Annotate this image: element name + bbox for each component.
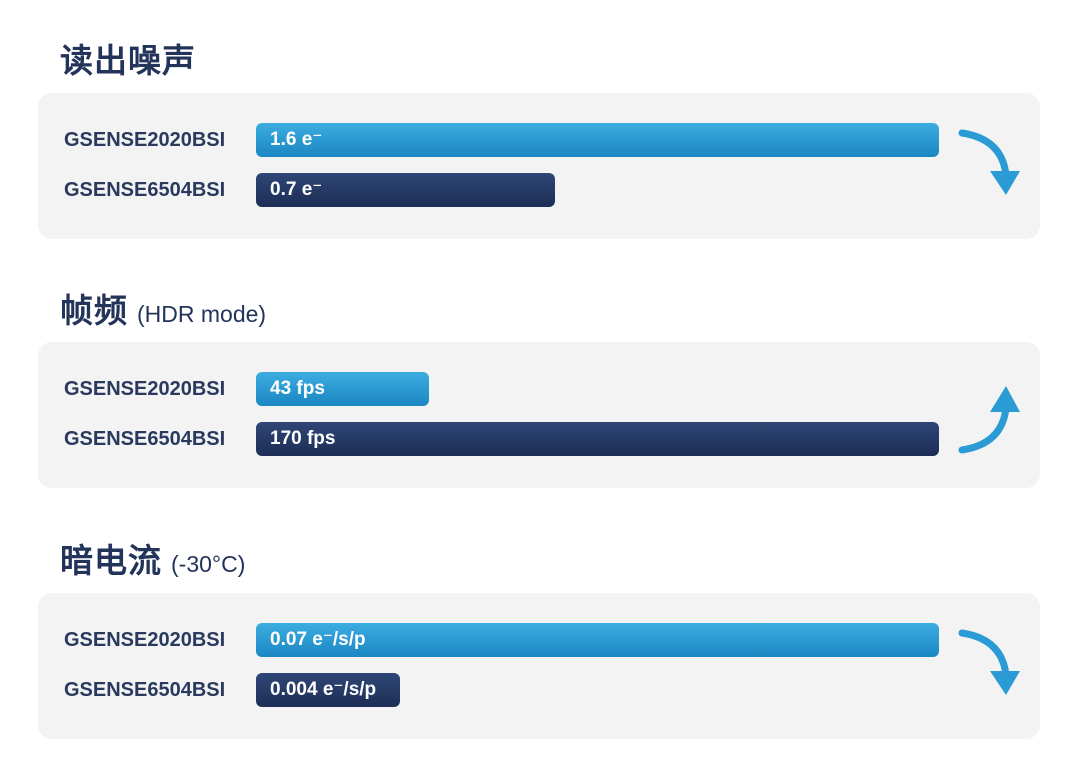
bar-value-label: 0.7 e⁻ (270, 179, 323, 200)
chart-title: 读出噪声 (60, 34, 196, 82)
bar: 1.6 e⁻ (256, 123, 939, 157)
chart-card: GSENSE2020BSI 1.6 e⁻ GSENSE6504BSI 0.7 e⁻ (38, 93, 1040, 239)
category-label: GSENSE2020BSI (64, 129, 226, 151)
chart-card: GSENSE2020BSI 0.07 e⁻/s/p GSENSE6504BSI 0.0… (38, 593, 1040, 739)
bar-value-label: 0.07 e⁻/s/p (270, 629, 366, 650)
chart-subtitle: (HDR mode) (137, 301, 267, 327)
curved-down-arrow-icon (956, 125, 1022, 207)
category-label: GSENSE2020BSI (64, 629, 226, 651)
curved-up-arrow-icon (956, 374, 1022, 456)
bar: 170 fps (256, 422, 939, 456)
bar: 0.07 e⁻/s/p (256, 623, 939, 657)
bar-value-label: 0.004 e⁻/s/p (270, 679, 377, 700)
bar: 0.7 e⁻ (256, 173, 555, 207)
category-label: GSENSE2020BSI (64, 378, 226, 400)
chart-title-text: 帧频 (60, 292, 128, 329)
bar-value-label: 170 fps (270, 428, 336, 449)
bar-value-label: 1.6 e⁻ (270, 129, 323, 150)
category-label: GSENSE6504BSI (64, 679, 226, 701)
bar-value-label: 43 fps (270, 378, 325, 399)
chart-title-text: 读出噪声 (60, 42, 196, 79)
category-label: GSENSE6504BSI (64, 179, 226, 201)
category-label: GSENSE6504BSI (64, 428, 226, 450)
bar: 0.004 e⁻/s/p (256, 673, 400, 707)
chart-title-text: 暗电流 (60, 542, 162, 579)
curved-down-arrow-icon (956, 625, 1022, 707)
bar: 43 fps (256, 372, 429, 406)
chart-card: GSENSE2020BSI 43 fps GSENSE6504BSI 170 fps (38, 342, 1040, 488)
chart-title: 暗电流 (-30°C) (60, 534, 245, 582)
chart-subtitle: (-30°C) (171, 551, 246, 577)
chart-title: 帧频 (HDR mode) (60, 284, 266, 332)
